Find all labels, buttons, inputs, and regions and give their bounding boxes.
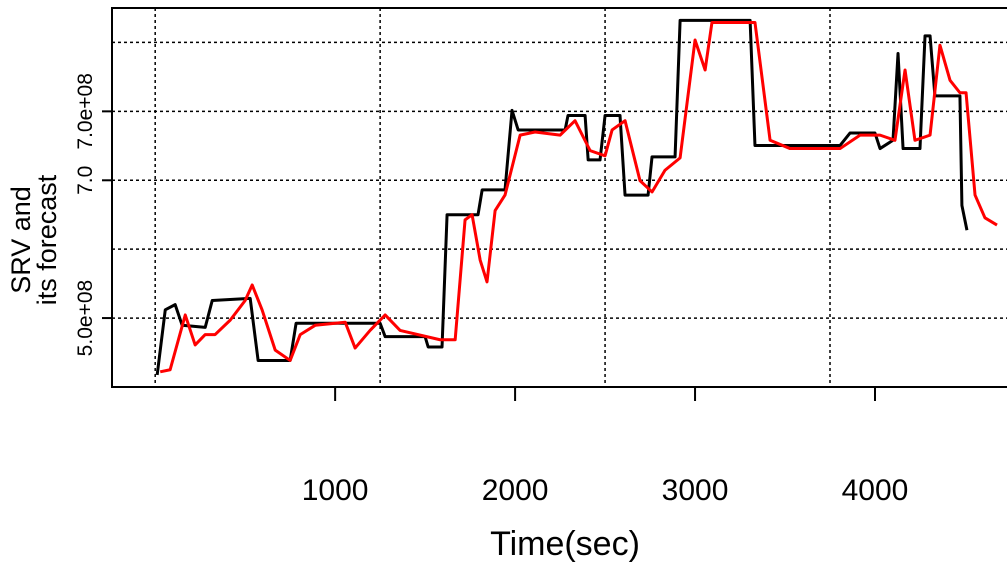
x-tick-label: 1000 xyxy=(302,474,369,507)
y-tick-label: 5.0e+08 xyxy=(74,280,97,357)
series-line xyxy=(155,18,969,376)
x-tick-label: 3000 xyxy=(662,474,729,507)
y-tick-label: 7.0e+08 xyxy=(74,73,97,150)
x-tick-label: 4000 xyxy=(842,474,909,507)
series-line xyxy=(159,20,998,374)
plot-frame xyxy=(111,7,1007,388)
y-axis-label: SRV and xyxy=(6,186,36,294)
x-axis-label: Time(sec) xyxy=(490,525,640,563)
y-axis-label: its forecast xyxy=(32,174,62,305)
y-tick-label: 7.0 xyxy=(74,166,97,195)
x-tick-label: 2000 xyxy=(482,474,549,507)
